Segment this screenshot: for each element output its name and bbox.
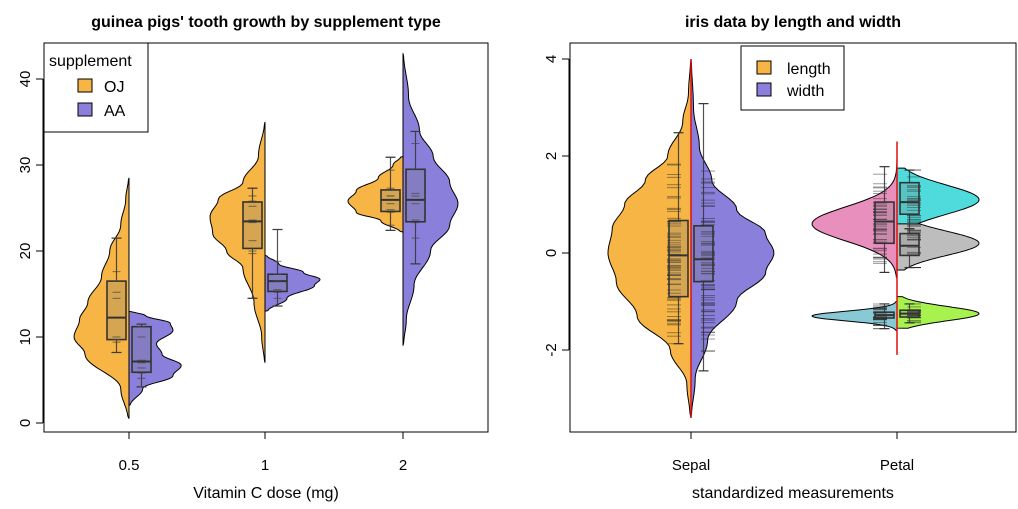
box	[874, 201, 895, 245]
boxplot-sepal-length	[668, 132, 689, 345]
y-tick-label: 20	[17, 243, 34, 260]
box	[693, 225, 714, 283]
y-tick-label: 40	[17, 71, 34, 88]
legend-label-width: width	[786, 83, 824, 100]
boxplot-aa	[131, 323, 152, 388]
y-tick-label: 4	[543, 55, 560, 63]
panel-iris: iris data by length and width standardiz…	[543, 14, 1017, 502]
box	[899, 232, 920, 257]
y-tick-label: 2	[543, 152, 560, 160]
boxplot-petal-width-middle	[899, 228, 920, 269]
violin-petal-length-upper	[811, 156, 898, 278]
legend-label-oj: OJ	[104, 79, 124, 96]
boxplot-petal-width-upper	[899, 169, 920, 230]
violin-petal-width-lower	[896, 296, 980, 329]
boxplot-petal-length-upper	[874, 166, 895, 273]
violin-sepal-width	[690, 58, 775, 418]
boxplot-petal-width-lower	[899, 303, 920, 324]
x-axis-label: Vitamin C dose (mg)	[193, 485, 339, 502]
legend-swatch-length	[756, 60, 772, 75]
legend: length width	[740, 45, 845, 111]
x-tick-label: 0.5	[119, 457, 140, 474]
violin-aa	[264, 254, 321, 312]
legend-box	[43, 42, 149, 133]
legend-label-aa: AA	[104, 103, 126, 120]
violin-oj	[209, 121, 266, 363]
panel-tooth-growth: guinea pigs' tooth growth by supplement …	[17, 14, 489, 502]
legend-swatch-width	[756, 82, 772, 97]
plot-area: Sepal Petal -2 0 2 4	[543, 42, 1017, 474]
box	[899, 181, 920, 216]
boxplot-petal-length-lower	[874, 303, 895, 330]
legend-swatch-aa	[77, 102, 93, 117]
legend-swatch-oj	[77, 78, 93, 93]
violin-sepal-length	[607, 58, 692, 419]
y-tick-label: 10	[17, 329, 34, 346]
y-tick-label: 30	[17, 157, 34, 174]
boxplot-oj	[242, 187, 263, 299]
legend-title: supplement	[49, 53, 132, 70]
boxplot-sepal-width	[693, 103, 714, 372]
box	[242, 201, 263, 250]
legend: supplement OJ AA	[43, 42, 149, 133]
chart-title: iris data by length and width	[685, 14, 901, 31]
box	[131, 325, 152, 374]
y-tick-label: 0	[17, 419, 34, 427]
chart-title: guinea pigs' tooth growth by supplement …	[91, 14, 441, 31]
legend-box	[740, 45, 845, 111]
box	[668, 219, 689, 298]
box	[267, 273, 288, 293]
violin-petal-length-lower	[811, 301, 898, 332]
y-tick-label: -2	[543, 343, 560, 356]
box	[106, 280, 127, 341]
violin-petal-width-middle	[896, 223, 980, 271]
x-axis-label: standardized measurements	[692, 485, 894, 502]
x-tick-label: 1	[261, 457, 269, 474]
violin-aa	[402, 53, 459, 346]
legend-label-length: length	[787, 61, 831, 78]
x-tick-label: 2	[399, 457, 407, 474]
x-tick-label: Sepal	[672, 457, 710, 474]
y-tick-label: 0	[543, 249, 560, 257]
x-tick-label: Petal	[880, 457, 914, 474]
